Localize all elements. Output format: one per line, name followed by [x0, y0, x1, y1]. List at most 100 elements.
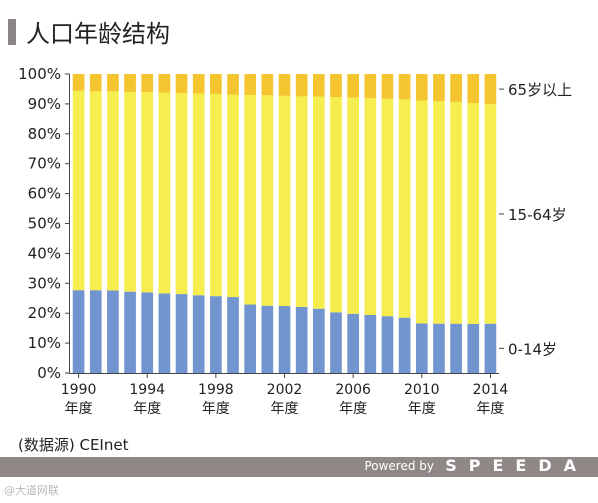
bar-working-2010: [415, 100, 428, 324]
bar-young-2005: [330, 312, 342, 373]
bar-young-1994: [141, 292, 154, 373]
y-tick-label: 30%: [28, 274, 61, 292]
y-tick-label: 90%: [28, 95, 61, 113]
footer-bar: [0, 457, 598, 477]
x-tick-label-unit: 年度: [476, 401, 504, 417]
bar-young-1993: [124, 291, 136, 373]
bar-elderly-2010: [415, 74, 428, 101]
bar-young-2012: [450, 323, 462, 373]
y-tick-label: 20%: [28, 304, 61, 322]
bar-working-2007: [364, 98, 377, 315]
bar-working-2001: [261, 95, 274, 306]
bar-working-2006: [347, 97, 359, 314]
bar-young-2013: [467, 323, 480, 373]
page-title: 人口年龄结构: [26, 20, 170, 48]
y-tick-label: 0%: [37, 364, 61, 382]
bar-young-1991: [89, 290, 102, 373]
bar-working-1990: [72, 90, 85, 291]
bar-young-2007: [364, 314, 377, 373]
bar-elderly-1993: [124, 74, 136, 92]
x-tick-label-unit: 年度: [133, 401, 161, 417]
bar-young-2003: [295, 306, 308, 373]
bar-young-2000: [244, 304, 257, 373]
bar-elderly-1999: [227, 74, 239, 95]
y-tick-label: 10%: [28, 334, 61, 352]
bar-working-1994: [141, 92, 154, 293]
bar-elderly-1998: [210, 74, 222, 95]
bar-elderly-2004: [312, 74, 325, 97]
bar-working-2014: [484, 104, 497, 324]
bar-working-2009: [398, 99, 411, 318]
bar-young-2001: [261, 305, 274, 373]
watermark-text: @大道网联: [4, 484, 59, 497]
legend-label-working: 15-64岁: [508, 206, 567, 224]
bar-young-1997: [192, 295, 205, 373]
bar-working-2000: [244, 94, 257, 305]
bar-working-1993: [124, 91, 136, 292]
y-tick-label: 50%: [28, 215, 61, 233]
bar-young-2014: [484, 323, 497, 373]
bar-young-1999: [227, 297, 239, 373]
bar-elderly-1996: [175, 74, 188, 94]
y-tick-label: 100%: [18, 65, 61, 83]
bar-young-1992: [107, 290, 119, 373]
bar-elderly-1991: [89, 74, 102, 92]
bar-young-1996: [175, 294, 188, 373]
bar-elderly-2003: [295, 74, 308, 97]
x-tick-label-year: 1998: [198, 382, 234, 398]
bar-young-2006: [347, 313, 359, 373]
bar-working-2011: [433, 101, 445, 324]
x-tick-label-year: 1990: [61, 382, 97, 398]
bar-elderly-2006: [347, 74, 359, 98]
bar-elderly-2001: [261, 74, 274, 96]
bar-elderly-2007: [364, 74, 377, 99]
bar-elderly-1992: [107, 74, 119, 92]
x-tick-label-unit: 年度: [339, 401, 367, 417]
bar-elderly-2008: [381, 74, 394, 99]
title-accent-bar: [8, 19, 16, 45]
x-tick-label-unit: 年度: [202, 401, 230, 417]
legend-label-elderly: 65岁以上: [508, 81, 572, 99]
y-tick-label: 40%: [28, 244, 61, 262]
bar-elderly-1997: [192, 74, 205, 94]
bar-working-2005: [330, 97, 342, 313]
x-tick-label-year: 2002: [267, 382, 303, 398]
bar-young-1998: [210, 296, 222, 373]
bar-working-2002: [278, 95, 291, 307]
powered-by-text: Powered by: [364, 459, 434, 473]
bar-young-2002: [278, 306, 291, 373]
bar-elderly-2013: [467, 74, 480, 103]
bar-working-2012: [450, 102, 462, 324]
legend-label-young: 0-14岁: [508, 340, 557, 358]
bar-young-2010: [415, 323, 428, 373]
bar-elderly-2009: [398, 74, 411, 100]
y-tick-label: 70%: [28, 155, 61, 173]
bar-working-1991: [89, 91, 102, 291]
bar-elderly-2011: [433, 74, 445, 102]
x-tick-label-year: 1994: [129, 382, 165, 398]
bar-working-1998: [210, 94, 222, 297]
bar-working-1992: [107, 91, 119, 291]
bar-young-2011: [433, 323, 445, 373]
bar-working-2013: [467, 103, 480, 324]
x-tick-label-year: 2014: [473, 382, 509, 398]
bar-young-2009: [398, 317, 411, 373]
bar-young-1990: [72, 290, 85, 373]
bar-working-2003: [295, 96, 308, 307]
bar-elderly-1995: [158, 74, 171, 93]
bar-elderly-2014: [484, 74, 497, 105]
bar-working-1996: [175, 93, 188, 295]
x-tick-label-unit: 年度: [271, 401, 299, 417]
bar-working-1997: [192, 93, 205, 296]
bar-working-1999: [227, 94, 239, 298]
bar-working-2008: [381, 98, 394, 317]
x-tick-label-year: 2006: [335, 382, 371, 398]
bar-working-1995: [158, 92, 171, 294]
x-tick-label-unit: 年度: [65, 401, 93, 417]
x-tick-label-unit: 年度: [408, 401, 436, 417]
stacked-bar-chart: 0% 10% 20% 30% 40% 50% 60% 70% 80% 90% 100% 1990 年度 1…: [18, 65, 572, 417]
y-tick-label: 60%: [28, 185, 61, 203]
bar-young-2008: [381, 316, 394, 373]
y-tick-label: 80%: [28, 125, 61, 143]
bar-elderly-2012: [450, 74, 462, 103]
